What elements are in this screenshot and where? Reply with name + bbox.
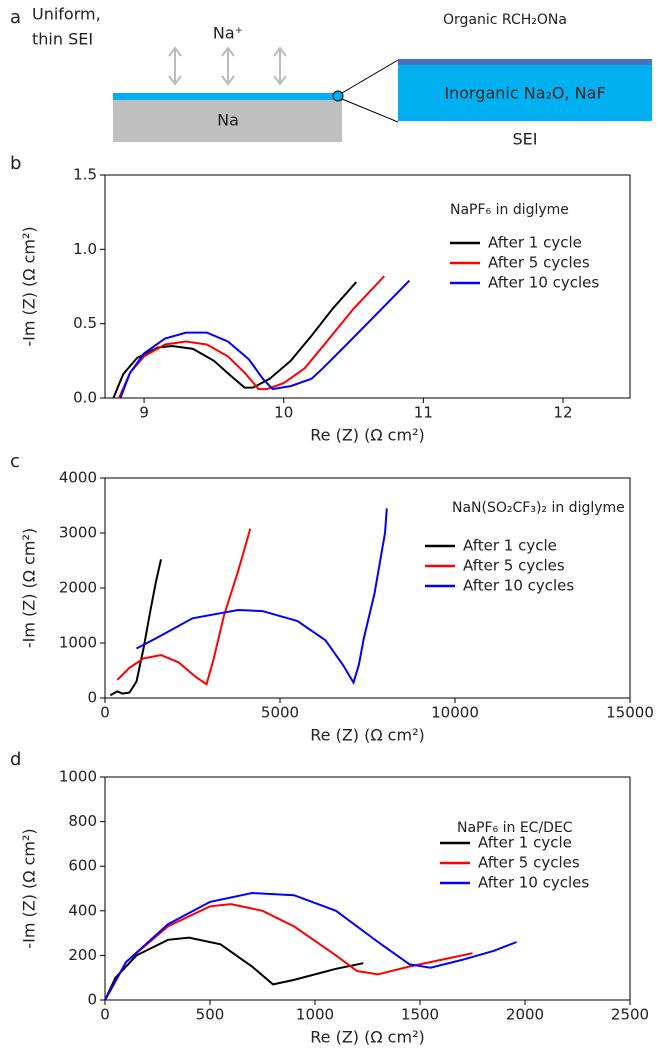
sei-layer [113, 93, 342, 100]
legend-label: After 5 cycles [478, 854, 580, 872]
x-tick-label: 15000 [606, 704, 654, 722]
x-tick-label: 500 [196, 1006, 225, 1024]
panel-label: b [10, 153, 21, 174]
legend-label: After 1 cycle [478, 834, 572, 852]
sei-caption: SEI [513, 130, 538, 149]
x-tick-label: 10 [274, 404, 293, 422]
annotation: NaN(SO₂CF₃)₂ in diglyme [452, 500, 625, 516]
y-tick-label: 4000 [59, 469, 97, 487]
y-tick-label: 0.0 [73, 389, 97, 407]
inner-layer [398, 64, 652, 121]
series-line [104, 936, 364, 1001]
y-axis-title: -Im (Z) (Ω cm²) [20, 528, 39, 648]
series-line [109, 559, 162, 697]
legend-label: After 10 cycles [478, 874, 589, 892]
y-tick-label: 1.0 [73, 240, 97, 258]
y-tick-label: 0.5 [73, 314, 97, 332]
annotation: NaPF₆ in EC/DEC [457, 820, 573, 836]
x-tick-label: 1500 [401, 1006, 439, 1024]
series-line [104, 891, 517, 1001]
panel-label: a [10, 7, 21, 28]
x-axis-title: Re (Z) (Ω cm²) [310, 426, 424, 445]
sodium-metal [113, 100, 342, 142]
x-tick-label: 9 [139, 404, 149, 422]
y-axis-title: -Im (Z) (Ω cm²) [20, 226, 39, 346]
y-tick-label: 800 [68, 812, 97, 830]
y-tick-label: 0 [87, 689, 97, 707]
x-tick-label: 0 [100, 1006, 110, 1024]
x-tick-label: 5000 [261, 704, 299, 722]
x-tick-label: 1000 [296, 1006, 334, 1024]
y-tick-label: 0 [87, 991, 97, 1009]
zoom-circle [332, 90, 344, 102]
y-tick-label: 400 [68, 901, 97, 919]
inner-layer-label: Inorganic Na₂O, NaF [444, 84, 605, 103]
y-tick-label: 1000 [59, 768, 97, 786]
x-tick-label: 12 [553, 404, 572, 422]
sei-label: Uniform, [32, 5, 101, 24]
series-line [119, 279, 411, 399]
outer-layer-label: Organic RCH₂ONa [443, 12, 567, 28]
y-tick-label: 1.5 [73, 166, 97, 184]
ion-label: Na⁺ [213, 24, 243, 43]
y-tick-label: 600 [68, 857, 97, 875]
legend-label: After 10 cycles [463, 577, 574, 595]
y-axis-title: -Im (Z) (Ω cm²) [20, 828, 39, 948]
legend-label: After 1 cycle [463, 537, 557, 555]
annotation: NaPF₆ in diglyme [450, 202, 569, 218]
y-tick-label: 3000 [59, 524, 97, 542]
y-tick-label: 1000 [59, 634, 97, 652]
series-line [136, 508, 388, 686]
plot-frame [104, 776, 631, 1001]
x-tick-label: 2500 [611, 1006, 649, 1024]
arrows [168, 46, 287, 86]
series-line [112, 281, 358, 399]
legend-label: After 5 cycles [488, 254, 590, 272]
plot-frame [104, 174, 631, 399]
x-tick-label: 0 [100, 704, 110, 722]
zoom-line [341, 98, 399, 123]
legend-label: After 1 cycle [488, 234, 582, 252]
series-line [104, 903, 473, 1001]
zoom-line [341, 59, 399, 94]
legend-label: After 10 cycles [488, 274, 599, 292]
y-tick-label: 200 [68, 946, 97, 964]
panel-label: c [10, 451, 20, 472]
y-tick-label: 2000 [59, 579, 97, 597]
series-line [118, 275, 386, 399]
outer-layer [398, 59, 652, 65]
x-tick-label: 11 [414, 404, 433, 422]
x-tick-label: 10000 [431, 704, 479, 722]
series-line [116, 528, 252, 686]
plot-frame [104, 477, 631, 699]
panel-a: a Uniform, thin SEI Na⁺ Na Organic RCH₂O… [10, 5, 652, 149]
legend-label: After 5 cycles [463, 557, 565, 575]
sei-label: thin SEI [32, 30, 93, 49]
x-axis-title: Re (Z) (Ω cm²) [310, 726, 424, 745]
x-tick-label: 2000 [506, 1006, 544, 1024]
x-axis-title: Re (Z) (Ω cm²) [310, 1028, 424, 1047]
metal-label: Na [217, 111, 239, 130]
panel-label: d [10, 749, 21, 770]
